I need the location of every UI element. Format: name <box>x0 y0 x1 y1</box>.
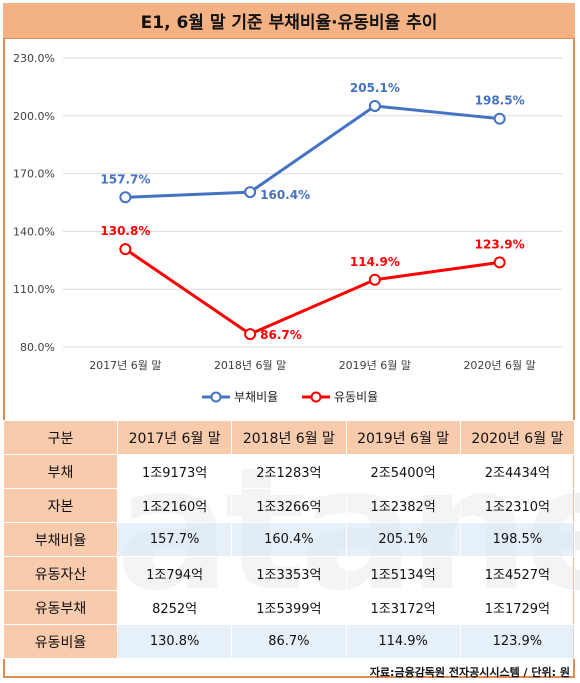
table-cell: 2조1283억 <box>231 454 347 489</box>
y-tick-label: 110.0% <box>13 283 55 296</box>
data-point <box>119 191 132 204</box>
data-label: 160.4% <box>260 188 310 202</box>
y-tick-label: 80.0% <box>20 341 55 354</box>
table-cell: 1조3353억 <box>231 556 347 591</box>
table-cell: 1조4527억 <box>459 556 576 591</box>
data-table: 구분 2017년 6월 말 2018년 6월 말 2019년 6월 말 2020… <box>3 420 576 659</box>
source-note: 자료:금융감독원 전자공시시스템 / 단위: 원 <box>369 666 570 679</box>
table-cell: 123.9% <box>459 624 576 659</box>
x-tick-label: 2017년 6월 말 <box>89 359 161 372</box>
table-header-cell: 2020년 6월 말 <box>459 420 576 455</box>
legend-label: 유동비율 <box>334 390 378 404</box>
table-cell: 2조4434억 <box>459 454 576 489</box>
series-line-2 <box>124 247 500 336</box>
table-cell: 1조3172억 <box>345 590 461 625</box>
data-point <box>368 99 381 112</box>
y-tick-label: 170.0% <box>13 168 55 181</box>
table-cell: 2조5400억 <box>345 454 461 489</box>
table-row-debt-ratio: 부채비율 157.7% 160.4% 205.1% 198.5% <box>3 522 576 557</box>
table-cell: 1조1729억 <box>459 590 576 625</box>
legend-marker <box>210 391 222 403</box>
y-tick-label: 140.0% <box>13 225 55 238</box>
series-line-1 <box>125 104 500 199</box>
data-label: 86.7% <box>260 328 302 342</box>
table-cell: 198.5% <box>459 522 576 557</box>
table-cell: 114.9% <box>345 624 461 659</box>
data-point <box>493 256 506 269</box>
data-point <box>119 243 132 256</box>
data-point <box>244 328 257 341</box>
y-tick-label: 230.0% <box>13 52 55 65</box>
chart-title: E1, 6월 말 기준 부채비율·유동비율 추이 <box>140 13 438 33</box>
table-cell: 1조2382억 <box>345 488 461 523</box>
table-cell: 160.4% <box>231 522 347 557</box>
table-cell: 130.8% <box>116 624 233 659</box>
table-cell: 1조3266억 <box>231 488 347 523</box>
row-label: 유동부채 <box>3 590 118 625</box>
table-cell: 1조2160억 <box>116 488 233 523</box>
row-label: 자본 <box>3 488 118 523</box>
data-point <box>493 112 506 125</box>
table-cell: 1조9173억 <box>116 454 233 489</box>
row-label: 부채비율 <box>3 522 118 557</box>
x-tick-label: 2020년 6월 말 <box>463 359 535 372</box>
data-label: 114.9% <box>350 255 400 269</box>
legend-label: 부채비율 <box>234 390 278 404</box>
row-label: 유동비율 <box>3 624 118 659</box>
table-row-debt: 부채 1조9173억 2조1283억 2조5400억 2조4434억 <box>3 454 576 489</box>
y-tick-label: 200.0% <box>13 110 55 123</box>
data-point <box>368 273 381 286</box>
x-tick-label: 2018년 6월 말 <box>214 359 286 372</box>
table-row-current-ratio: 유동비율 130.8% 86.7% 114.9% 123.9% <box>3 624 576 659</box>
table-cell: 157.7% <box>116 522 233 557</box>
table-cell: 1조5399억 <box>231 590 347 625</box>
table-row-current-liabilities: 유동부채 8252억 1조5399억 1조3172억 1조1729억 <box>3 590 576 625</box>
row-label: 유동자산 <box>3 556 118 591</box>
data-label: 198.5% <box>475 94 525 108</box>
table-cell: 1조794억 <box>116 556 233 591</box>
table-header-row: 구분 2017년 6월 말 2018년 6월 말 2019년 6월 말 2020… <box>3 420 576 455</box>
data-label: 157.7% <box>100 172 150 186</box>
table-cell: 8252억 <box>116 590 233 625</box>
table-header-cell: 2018년 6월 말 <box>231 420 347 455</box>
table-cell: 86.7% <box>231 624 347 659</box>
table-header-cell: 2019년 6월 말 <box>345 420 461 455</box>
data-label: 130.8% <box>100 224 150 238</box>
table-row-equity: 자본 1조2160억 1조3266억 1조2382억 1조2310억 <box>3 488 576 523</box>
table-header-cell: 구분 <box>3 420 118 455</box>
legend-marker <box>310 391 322 403</box>
line-chart: 80.0% 110.0% 140.0% 170.0% 200.0% 230.0% 2017년… <box>13 52 562 404</box>
row-label: 부채 <box>3 454 118 489</box>
data-label: 205.1% <box>350 81 400 95</box>
x-tick-label: 2019년 6월 말 <box>339 359 411 372</box>
table-cell: 1조5134억 <box>345 556 461 591</box>
data-label: 123.9% <box>475 237 525 251</box>
table-cell: 1조2310억 <box>459 488 576 523</box>
table-cell: 205.1% <box>345 522 461 557</box>
table-row-current-assets: 유동자산 1조794억 1조3353억 1조5134억 1조4527억 <box>3 556 576 591</box>
data-point <box>244 186 257 199</box>
table-header-cell: 2017년 6월 말 <box>116 420 233 455</box>
title-bar: E1, 6월 말 기준 부채비율·유동비율 추이 <box>3 3 575 39</box>
